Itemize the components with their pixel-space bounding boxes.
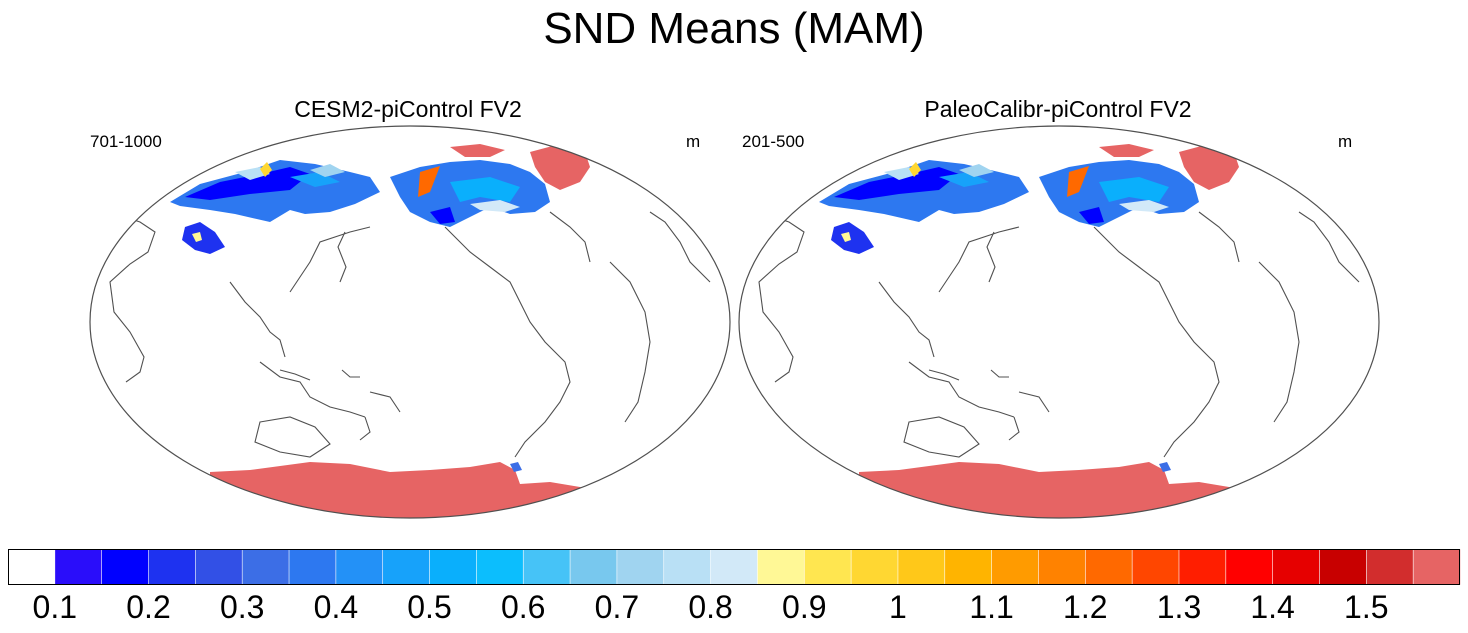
colorbar-box (569, 548, 618, 586)
panel-1-units: m (686, 132, 701, 151)
colorbar-label: 0.4 (313, 589, 359, 625)
colorbar-box (288, 548, 337, 586)
panel-2-years: 201-500 (742, 132, 805, 151)
colorbar-box (148, 548, 197, 586)
colorbar-box (1178, 548, 1227, 586)
colorbar-box (7, 548, 56, 586)
colorbar-label: 0.9 (782, 589, 827, 625)
colorbar-label: 0.6 (500, 589, 546, 625)
colorbar-label: 0.7 (594, 589, 640, 625)
colorbar-label: 0.2 (126, 589, 171, 625)
colorbar-label: 1.4 (1250, 589, 1295, 625)
colorbar-box (944, 548, 993, 586)
colorbar-label: 0.3 (219, 589, 265, 625)
panel-1-map (89, 125, 731, 519)
colorbar-label: 0.8 (688, 589, 733, 625)
colorbar-box (476, 548, 525, 586)
colorbar-box (195, 548, 243, 586)
colorbar-box (1319, 548, 1368, 586)
colorbar-box (663, 548, 712, 586)
colorbar-box (429, 548, 478, 586)
colorbar-box (1272, 548, 1321, 586)
colorbar-label: 1.3 (1156, 589, 1202, 625)
colorbar-box (54, 548, 103, 586)
colorbar-label: 0.1 (32, 589, 78, 625)
colorbar-box (803, 548, 852, 586)
colorbar-box (101, 548, 150, 586)
panel-1-map-border (89, 125, 731, 519)
colorbar-box (335, 548, 384, 586)
colorbar-box (757, 548, 806, 586)
colorbar-label: 0.5 (407, 589, 452, 625)
colorbar-box (616, 548, 665, 586)
colorbar-box (850, 548, 899, 586)
panel-2-units: m (1338, 132, 1353, 151)
colorbar-label: 1.1 (969, 589, 1014, 625)
panel-2-map (738, 125, 1380, 519)
colorbar (7, 548, 1461, 586)
colorbar-box (1038, 548, 1087, 586)
colorbar-box (710, 548, 759, 586)
panel-2-title: PaleoCalibr-piControl FV2 (924, 96, 1192, 122)
colorbar-label: 1 (888, 589, 907, 625)
main-title: SND Means (MAM) (543, 4, 925, 53)
colorbar-box (1084, 548, 1133, 586)
colorbar-label: 1.5 (1344, 589, 1389, 625)
colorbar-box (522, 548, 571, 586)
colorbar-box (991, 548, 1040, 586)
colorbar-box (241, 548, 290, 586)
panel-1-years: 701-1000 (90, 132, 162, 151)
colorbar-box (382, 548, 431, 586)
colorbar-box (1131, 548, 1180, 586)
colorbar-box (1366, 548, 1414, 586)
colorbar-label: 1.2 (1063, 589, 1108, 625)
panel-1-title: CESM2-piControl FV2 (294, 96, 522, 122)
panel-2-map-border (738, 125, 1380, 519)
colorbar-box (1225, 548, 1274, 586)
colorbar-box (1412, 548, 1461, 586)
colorbar-box (897, 548, 946, 586)
